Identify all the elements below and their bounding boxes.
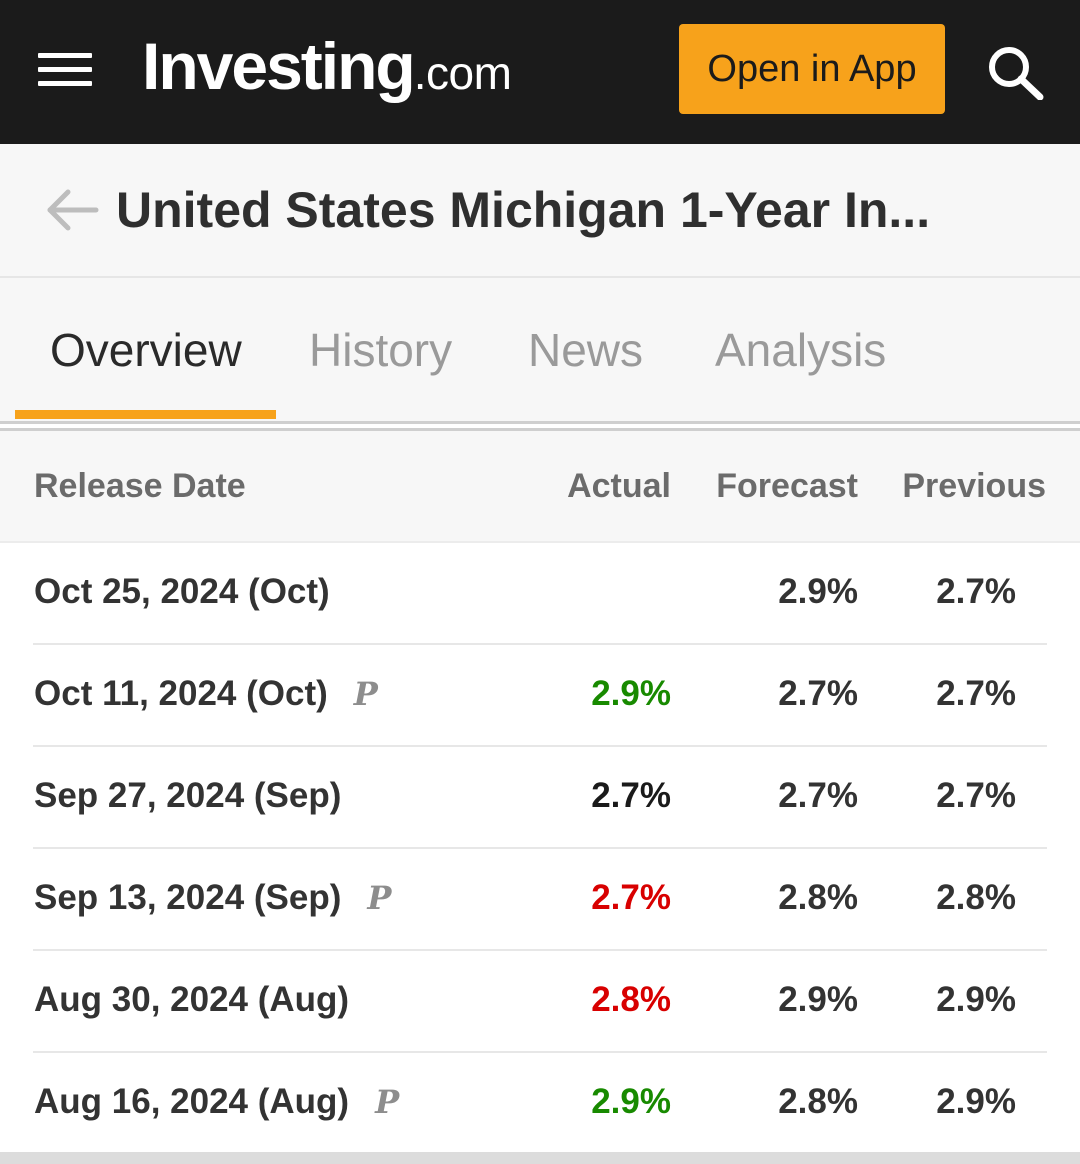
release-date-cell: Oct 25, 2024 (Oct): [34, 571, 356, 613]
menu-line: [38, 81, 92, 86]
tab-history[interactable]: History: [309, 324, 453, 376]
forecast-value: 2.9%: [778, 980, 858, 1019]
previous-value: 2.8%: [936, 878, 1016, 917]
previous-value: 2.9%: [936, 1082, 1016, 1121]
tab-bar: Overview History News Analysis: [0, 278, 1080, 422]
column-header-previous[interactable]: Previous: [902, 467, 1046, 505]
previous-value: 2.7%: [936, 776, 1016, 815]
table-header: Release Date Actual Forecast Previous: [0, 431, 1080, 543]
release-date-text: Aug 30, 2024 (Aug): [34, 980, 350, 1019]
tab-overview[interactable]: Overview: [50, 324, 242, 376]
column-header-release-date[interactable]: Release Date: [34, 467, 246, 505]
release-date-text: Oct 25, 2024 (Oct): [34, 572, 330, 611]
tab-analysis[interactable]: Analysis: [715, 324, 887, 376]
back-arrow-icon[interactable]: [44, 188, 100, 232]
previous-value: 2.7%: [936, 674, 1016, 713]
previous-value: 2.7%: [936, 572, 1016, 611]
release-date-cell: Aug 16, 2024 (Aug) P: [34, 1081, 399, 1123]
table-row[interactable]: Aug 16, 2024 (Aug) P 2.9% 2.8% 2.9%: [33, 1053, 1047, 1153]
preliminary-badge: P: [353, 675, 378, 713]
release-date-cell: Sep 13, 2024 (Sep) P: [34, 877, 391, 919]
hamburger-menu-icon[interactable]: [38, 50, 92, 88]
release-date-cell: Oct 11, 2024 (Oct) P: [34, 673, 378, 715]
open-in-app-button[interactable]: Open in App: [679, 24, 945, 114]
page-title: United States Michigan 1-Year In...: [116, 182, 931, 238]
table-row[interactable]: Sep 27, 2024 (Sep) 2.7% 2.7% 2.7%: [33, 747, 1047, 849]
previous-value: 2.9%: [936, 980, 1016, 1019]
forecast-value: 2.9%: [778, 572, 858, 611]
table-row[interactable]: Oct 11, 2024 (Oct) P 2.9% 2.7% 2.7%: [33, 645, 1047, 747]
release-date-cell: Sep 27, 2024 (Sep): [34, 775, 367, 817]
active-tab-indicator: [15, 410, 276, 419]
release-date-text: Aug 16, 2024 (Aug): [34, 1082, 350, 1121]
actual-value: 2.8%: [591, 980, 671, 1019]
forecast-value: 2.8%: [778, 1082, 858, 1121]
logo-suffix-text: .com: [413, 47, 512, 99]
logo-main-text: Investing: [142, 29, 416, 103]
forecast-value: 2.8%: [778, 878, 858, 917]
table-row[interactable]: Sep 13, 2024 (Sep) P 2.7% 2.8% 2.8%: [33, 849, 1047, 951]
column-header-actual[interactable]: Actual: [567, 467, 671, 505]
column-header-forecast[interactable]: Forecast: [716, 467, 858, 505]
release-date-text: Oct 11, 2024 (Oct): [34, 674, 328, 713]
menu-line: [38, 53, 92, 58]
bottom-edge: [0, 1152, 1080, 1164]
table-body: Oct 25, 2024 (Oct) 2.9% 2.7% Oct 11, 202…: [0, 543, 1080, 1153]
top-nav-bar: Investing.com Open in App: [0, 0, 1080, 144]
preliminary-badge: P: [367, 879, 392, 917]
actual-value: 2.9%: [591, 1082, 671, 1121]
tab-news[interactable]: News: [528, 324, 644, 376]
menu-line: [38, 67, 92, 72]
title-bar: United States Michigan 1-Year In...: [0, 144, 1080, 278]
release-date-text: Sep 27, 2024 (Sep): [34, 776, 342, 815]
forecast-value: 2.7%: [778, 674, 858, 713]
tabs-divider: [0, 421, 1080, 431]
release-date-text: Sep 13, 2024 (Sep): [34, 878, 342, 917]
forecast-value: 2.7%: [778, 776, 858, 815]
preliminary-badge: P: [375, 1083, 400, 1121]
table-row[interactable]: Aug 30, 2024 (Aug) 2.8% 2.9% 2.9%: [33, 951, 1047, 1053]
actual-value: 2.7%: [591, 878, 671, 917]
release-date-cell: Aug 30, 2024 (Aug): [34, 979, 375, 1021]
table-row[interactable]: Oct 25, 2024 (Oct) 2.9% 2.7%: [33, 543, 1047, 645]
actual-value: 2.7%: [591, 776, 671, 815]
actual-value: 2.9%: [591, 674, 671, 713]
search-icon[interactable]: [986, 44, 1046, 100]
investing-logo[interactable]: Investing.com: [142, 26, 512, 106]
